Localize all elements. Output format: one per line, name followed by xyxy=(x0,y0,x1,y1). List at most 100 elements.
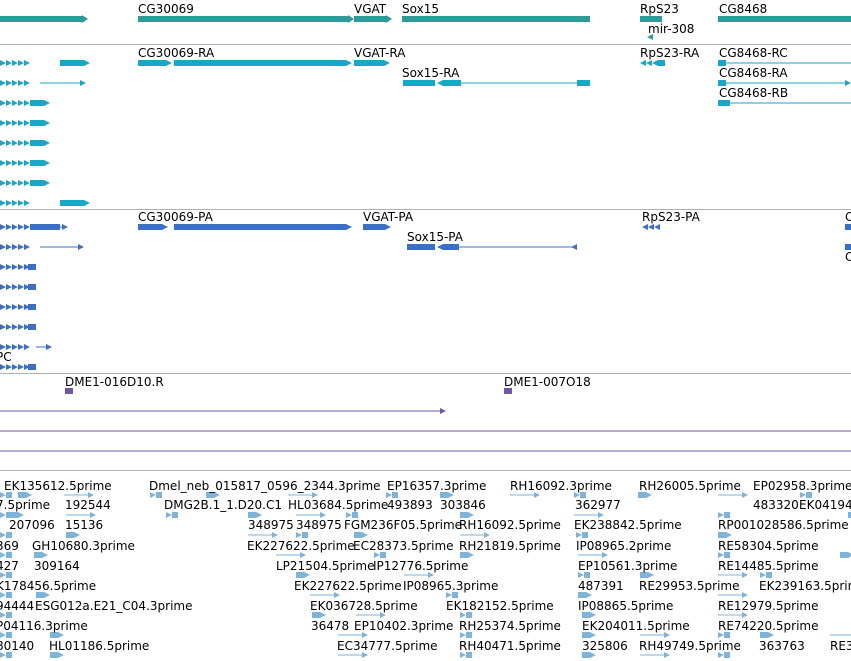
gene-feature[interactable] xyxy=(402,16,590,22)
est-label[interactable]: HL01186.5prime xyxy=(49,639,150,653)
est-label[interactable]: RE58304.5prime xyxy=(718,539,819,553)
protein-feature[interactable] xyxy=(12,224,18,230)
mrna-strand-arrow[interactable] xyxy=(384,60,390,66)
est-feature[interactable] xyxy=(6,492,12,498)
mrna-exon[interactable] xyxy=(6,120,12,126)
est-label[interactable]: EK182152.5prime xyxy=(446,599,554,613)
protein-feature[interactable] xyxy=(6,224,12,230)
est-feature[interactable] xyxy=(58,632,64,638)
est-feature[interactable] xyxy=(638,492,646,498)
clone-feature[interactable] xyxy=(440,408,446,414)
gene-feature[interactable] xyxy=(138,16,348,22)
est-feature[interactable] xyxy=(428,572,434,578)
est-label[interactable]: EK036728.5prime xyxy=(310,599,418,613)
protein-label-c-1[interactable]: C xyxy=(845,210,851,224)
est-feature[interactable] xyxy=(574,492,580,498)
est-feature[interactable] xyxy=(440,492,448,498)
est-feature[interactable] xyxy=(760,632,768,638)
mrna-exon[interactable] xyxy=(30,160,44,166)
clone-feature[interactable] xyxy=(504,388,510,394)
est-feature[interactable] xyxy=(578,572,584,578)
mrna-strand-arrow[interactable] xyxy=(437,80,443,86)
est-label[interactable]: P04116.3prime xyxy=(0,619,88,633)
est-label[interactable]: 483320 xyxy=(753,498,799,512)
protein-feature[interactable] xyxy=(654,224,660,230)
est-feature[interactable] xyxy=(58,652,64,658)
est-label[interactable]: DMG2B.1_1.D20.C1 xyxy=(164,498,282,512)
mrna-exon[interactable] xyxy=(354,60,384,66)
est-feature[interactable] xyxy=(452,592,458,598)
protein-feature[interactable] xyxy=(12,244,18,250)
est-feature[interactable] xyxy=(460,552,468,558)
gene-label-mir-308[interactable]: mir-308 xyxy=(648,22,695,36)
est-feature[interactable] xyxy=(768,632,774,638)
est-label[interactable]: 192544 xyxy=(65,498,111,512)
est-feature[interactable] xyxy=(256,512,262,518)
est-label[interactable]: 94444 xyxy=(0,599,35,613)
protein-label-sox15-pa[interactable]: Sox15-PA xyxy=(407,230,463,244)
est-feature[interactable] xyxy=(0,652,6,658)
est-label[interactable]: ESG012a.E21_C04.3prime xyxy=(35,599,193,613)
mrna-exon[interactable] xyxy=(6,140,12,146)
mrna-exon[interactable] xyxy=(24,200,30,206)
est-feature[interactable] xyxy=(580,492,586,498)
mrna-exon[interactable] xyxy=(18,120,24,126)
est-feature[interactable] xyxy=(352,512,358,518)
protein-feature[interactable] xyxy=(18,224,24,230)
est-feature[interactable] xyxy=(582,532,588,538)
gene-label-cg30069[interactable]: CG30069 xyxy=(138,2,194,16)
clone-label-dme1-016d10r[interactable]: DME1-016D10.R xyxy=(65,375,164,389)
est-feature[interactable] xyxy=(6,512,12,518)
mrna-label-cg8468-rb[interactable]: CG8468-RB xyxy=(719,86,789,100)
est-feature[interactable] xyxy=(206,492,214,498)
est-feature[interactable] xyxy=(640,572,648,578)
est-feature[interactable] xyxy=(664,632,670,638)
est-feature[interactable] xyxy=(346,512,352,518)
mrna-exon[interactable] xyxy=(6,160,12,166)
protein-feature[interactable] xyxy=(845,224,851,230)
est-label[interactable]: 369 xyxy=(0,539,19,553)
gene-feature[interactable] xyxy=(718,16,851,22)
est-feature[interactable] xyxy=(484,532,490,538)
mrna-exon[interactable] xyxy=(652,60,658,66)
mrna-exon[interactable] xyxy=(18,60,24,66)
est-label[interactable]: 7.5prime xyxy=(0,498,51,512)
protein-feature[interactable] xyxy=(162,224,168,230)
est-feature[interactable] xyxy=(44,592,50,598)
gene-feature[interactable] xyxy=(640,16,662,22)
protein-feature[interactable] xyxy=(62,224,68,230)
mrna-exon[interactable] xyxy=(0,180,6,186)
mrna-exon[interactable] xyxy=(60,200,84,206)
est-label[interactable]: 493893 xyxy=(387,498,433,512)
mrna-exon[interactable] xyxy=(0,140,6,146)
est-label[interactable]: EC28373.5prime xyxy=(353,539,454,553)
mrna-exon[interactable] xyxy=(12,200,18,206)
est-feature[interactable] xyxy=(0,632,6,638)
est-feature[interactable] xyxy=(304,572,310,578)
protein-feature[interactable] xyxy=(571,244,577,250)
est-label[interactable]: Dmel_neb_015817_0596_2344.3prime xyxy=(149,479,381,493)
est-label[interactable]: EP10402.3prime xyxy=(354,619,454,633)
protein-feature[interactable] xyxy=(18,304,24,310)
est-feature[interactable] xyxy=(586,592,592,598)
est-feature[interactable] xyxy=(806,492,812,498)
protein-label-c-2[interactable]: C xyxy=(845,250,851,264)
est-feature[interactable] xyxy=(6,632,12,638)
est-feature[interactable] xyxy=(374,552,380,558)
mrna-exon[interactable] xyxy=(640,60,646,66)
mrna-exon[interactable] xyxy=(30,180,44,186)
est-label[interactable]: RE29953.5prime xyxy=(639,579,740,593)
mrna-strand-arrow[interactable] xyxy=(44,100,50,106)
protein-feature[interactable] xyxy=(28,304,36,310)
gene-strand-arrow[interactable] xyxy=(386,15,392,23)
est-label[interactable]: K178456.5prime xyxy=(0,579,97,593)
protein-feature[interactable] xyxy=(6,244,12,250)
est-feature[interactable] xyxy=(578,592,586,598)
est-feature[interactable] xyxy=(88,492,94,498)
est-feature[interactable] xyxy=(272,532,278,538)
est-label[interactable]: EK239163.5prime xyxy=(759,579,851,593)
est-feature[interactable] xyxy=(460,512,468,518)
mrna-exon[interactable] xyxy=(577,80,590,86)
est-feature[interactable] xyxy=(0,512,6,518)
est-feature[interactable] xyxy=(534,492,540,498)
